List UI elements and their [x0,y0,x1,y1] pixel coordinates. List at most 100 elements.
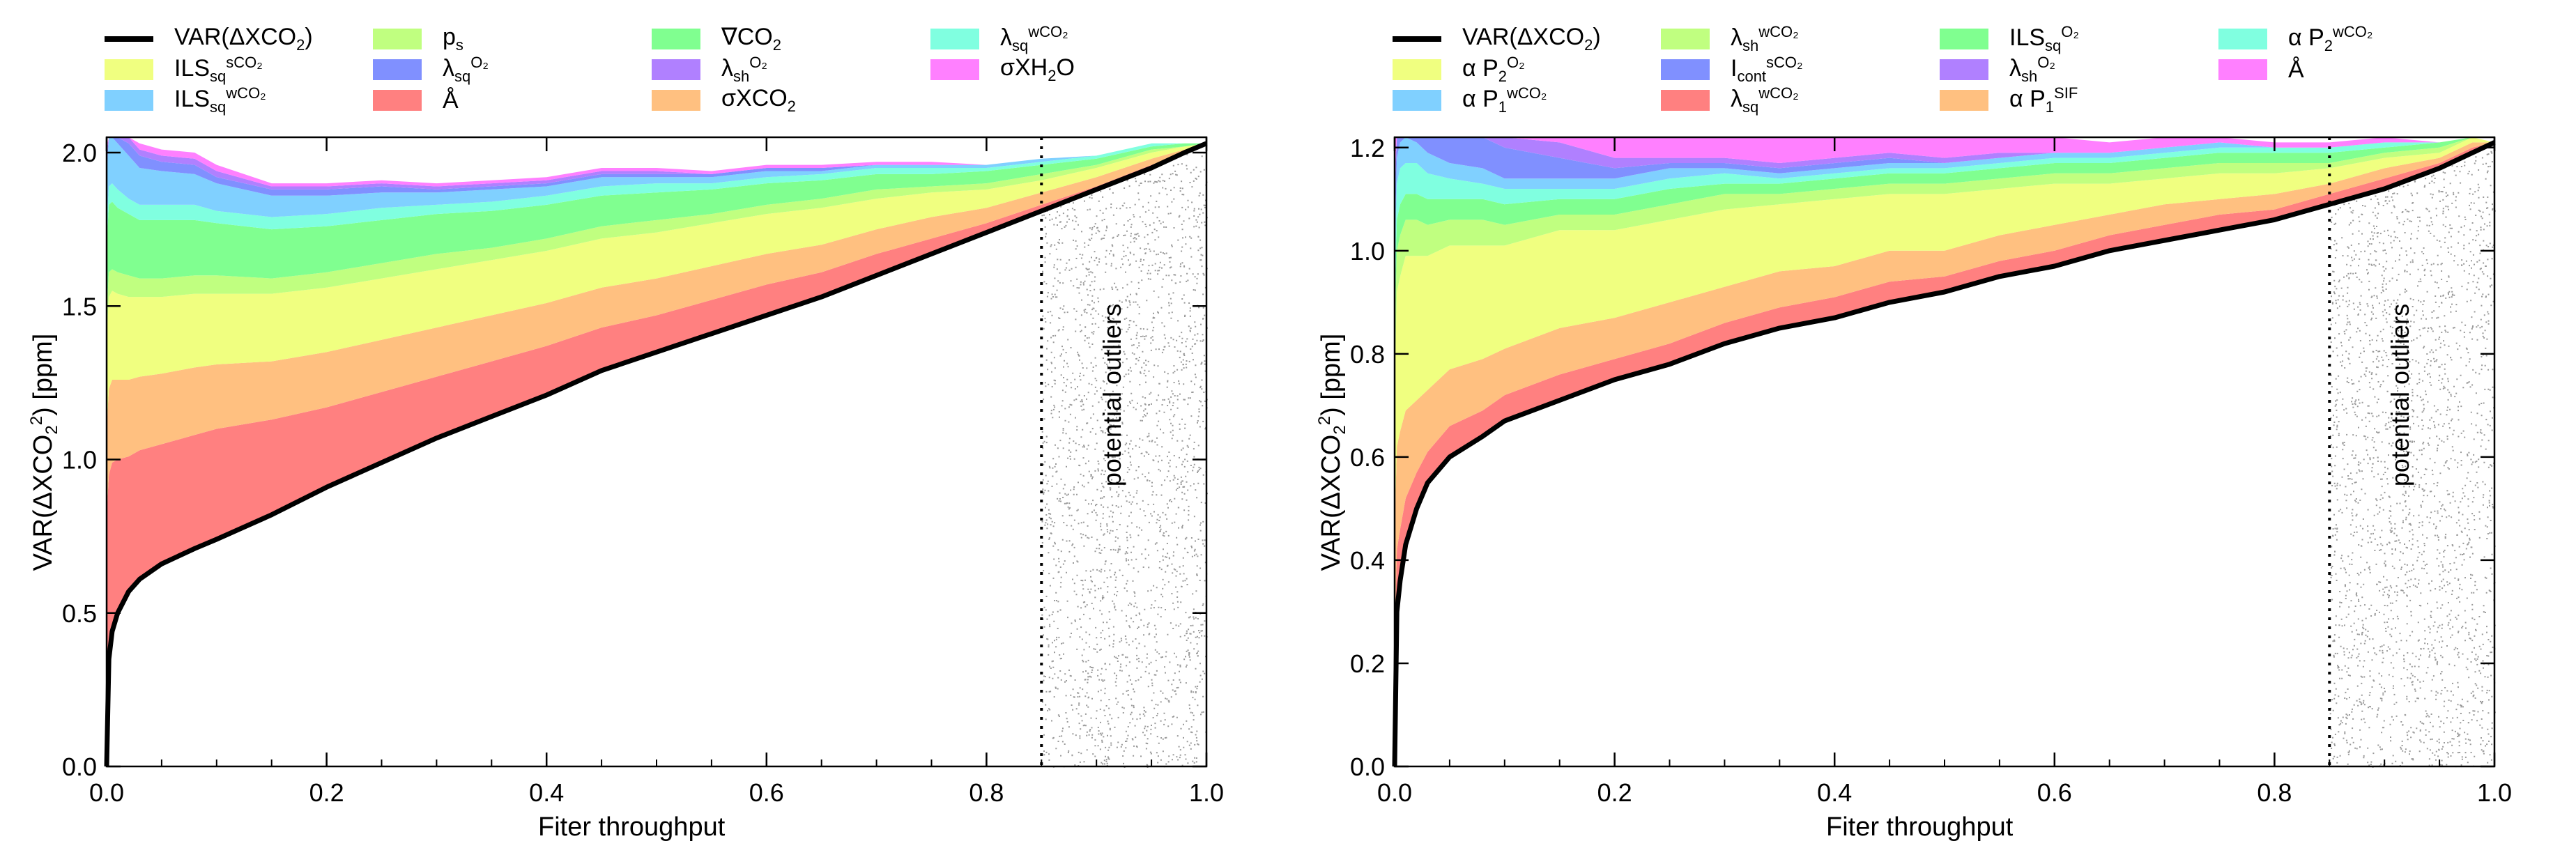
label-part-sub: sq [210,68,227,85]
label-part-pre: λ [1731,24,1742,51]
area-item [107,143,1206,767]
area-sh-o2 [1395,137,2494,205]
legend-label: σXH2O [1000,56,1075,84]
legend-item-p1-sif: α P1SIF [1940,85,2078,116]
legend-label: IcontsCO₂ [1731,55,1803,84]
label-part-sub: sq [210,98,227,116]
area-ils-sq-o2 [1395,137,2494,344]
total-variance-line [104,141,1208,767]
right-chart-panel: 0.0 0.2 0.4 0.6 0.8 1.0 0.0 0.2 0.4 0.6 0.8 1.0 1.2 … [1288,0,2576,864]
label-part-post: ] [29,333,58,341]
label-part-pre: VAR(ΔXCO [29,434,58,571]
legend-swatch [1661,90,1710,111]
legend-item-xh2o: σXH2O [930,54,1075,85]
x-tick-label: 0.6 [749,778,784,807]
area-ils-sq-wco2 [107,137,1206,226]
x-tick-label: 1.0 [2477,778,2512,807]
label-part-sup: wCO₂ [1507,84,1547,102]
label-part-pre: α P [1462,55,1498,82]
legend-swatch [1661,29,1710,49]
label-part-sup: O₂ [470,54,489,71]
legend-swatch [930,29,979,49]
y-axis-title: VAR(ΔXCO22) [ppm] [27,306,61,599]
label-part-post: O [1056,54,1075,81]
area-sh-wco2 [1395,137,2494,385]
right-chart-legend: VAR(ΔXCO2) α P2O₂ α P1wCO₂ λshwCO₂ IcontsCO₂… [1393,24,2508,128]
label-part-sub: sq [2045,37,2062,54]
legend-swatch [373,90,422,111]
label-part-post: ) [1593,24,1601,50]
legend-item-sh-wco2: λshwCO₂ [1661,24,1799,54]
left-chart-panel: 0.0 0.2 0.4 0.6 0.8 1.0 0.0 0.5 1.0 1.5 2.0 VAR(ΔX… [27,24,1224,842]
label-part-sup: 2 [27,415,46,425]
legend-swatch [1661,59,1710,80]
label-part-sub: sq [454,68,471,85]
x-tick-label: 0.8 [969,778,1004,807]
legend-label: ps [443,25,463,53]
y-tick-label: 0.0 [62,753,97,781]
label-part-sup: wCO₂ [1028,23,1068,40]
y-tick-label: 1.2 [1350,134,1385,162]
label-part-sub: 2 [1584,36,1593,54]
area-xco2 [107,143,1206,515]
label-part-post: ] [1317,333,1346,341]
legend-label: α P1wCO₂ [1462,86,1547,115]
label-part-sub: s [455,36,463,54]
legend-label: ILSsqwCO₂ [174,86,266,115]
legend-swatch [1940,59,1988,80]
label-part-sub: 2 [43,424,61,435]
x-tick-label: 0.8 [2257,778,2292,807]
label-part-pre: α P [2288,24,2324,51]
legend-swatch [373,29,422,49]
total-variance-line [1392,140,2496,767]
legend-item-total: VAR(ΔXCO2) [105,24,313,54]
legend-item-ils-sq-wco2: ILSsqwCO₂ [105,85,266,116]
label-part-sub: sh [2021,68,2038,85]
label-part-sup: wCO₂ [2333,23,2373,40]
legend-label: λsqwCO₂ [1000,24,1068,54]
legend-label: Å [443,88,459,112]
legend-item-ils-sq-sco2: ILSsqsCO₂ [105,54,263,85]
legend-item-ils-sq-o2: ILSsqO₂ [1940,24,2079,54]
label-part-pre: ILS [2009,24,2046,51]
legend-swatch [2218,59,2267,80]
x-tick-label: 0.6 [2037,778,2072,807]
legend-item-sq-o2: λsqO₂ [373,54,489,85]
legend-label: λsqO₂ [443,55,489,84]
legend-swatch [105,59,153,80]
label-part-sub: sh [1742,37,1759,54]
legend-label: α P2O₂ [1462,55,1525,84]
label-part-sup: SIF [2054,84,2078,102]
x-tick-label: 0.4 [1817,778,1852,807]
label-part-sup: wCO₂ [226,84,266,102]
label-part-pre: VAR(ΔXCO [174,24,297,50]
label-part-pre: σXCO [721,85,788,111]
legend-swatch [1940,90,1988,111]
area-co2 [107,143,1206,313]
legend-item-co2: ∇CO2 [652,24,781,54]
y-tick-label: 2.0 [62,139,97,167]
y-tick-label: 0.2 [1350,649,1385,678]
x-tick-label: 0.0 [1377,778,1412,807]
legend-label: ILSsqO₂ [2009,24,2079,54]
legend-item-sq-wco2: λsqwCO₂ [930,24,1068,54]
x-axis-title: Fiter throughput [538,812,726,842]
label-part-sub: 2 [1331,424,1349,435]
label-part-sub: 1 [1498,98,1508,116]
legend-item-p1-wco2: α P1wCO₂ [1393,85,1547,116]
label-part-sub: sq [1012,37,1029,54]
outlier-speckle [1041,144,1208,768]
legend-item-p2-o2: α P2O₂ [1393,54,1525,85]
legend-swatch [105,90,153,111]
y-axis-title: VAR(ΔXCO22) [ppm] [1315,306,1349,599]
legend-swatch [373,59,422,80]
area-p-s [107,143,1206,337]
legend-label: ILSsqsCO₂ [174,55,263,84]
legend-label: σXCO2 [721,86,796,114]
label-part-sup: 2 [1315,415,1334,425]
y-tick-label: 0.0 [1350,753,1385,781]
legend-swatch [652,90,700,111]
outlier-region-label: potential outliers [1097,304,1126,487]
area-i-cont-sco2 [1395,137,2494,251]
legend-label: λsqwCO₂ [1731,86,1799,115]
